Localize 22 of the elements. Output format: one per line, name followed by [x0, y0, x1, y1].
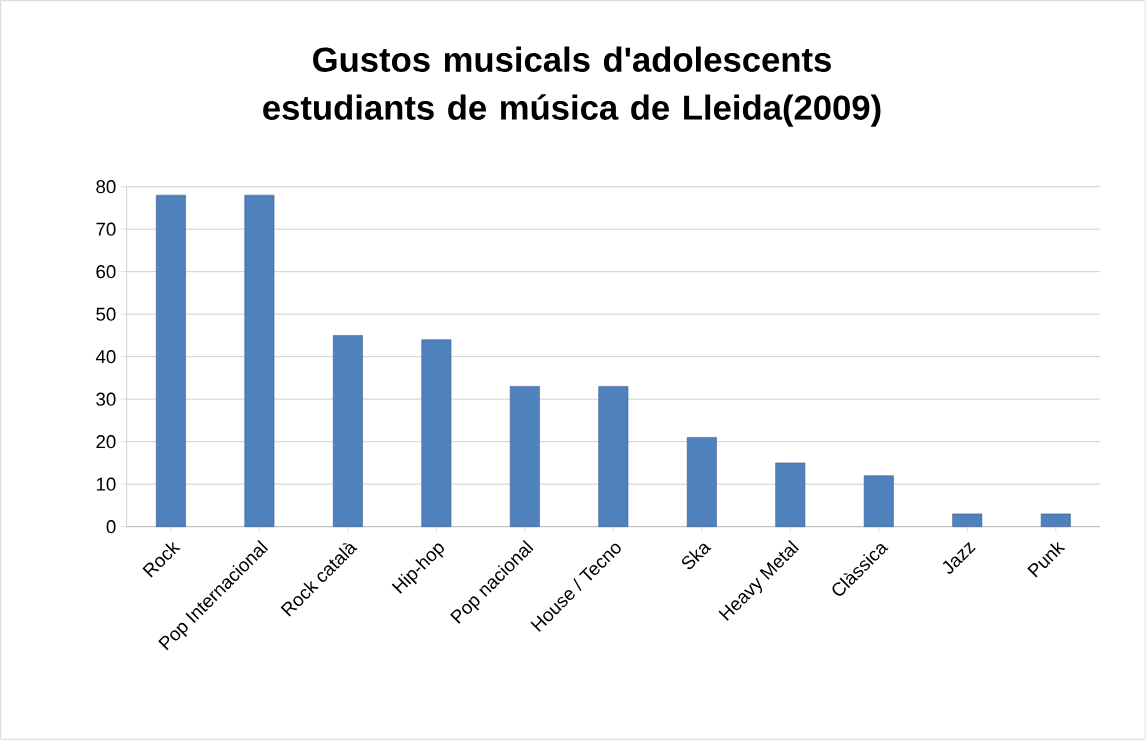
x-tick-label: Ska: [681, 543, 712, 570]
bar: [1040, 513, 1071, 527]
y-tick-label: 50: [96, 307, 116, 321]
bar: [421, 339, 452, 527]
y-tick-label: 0: [106, 520, 116, 534]
bar: [332, 335, 363, 527]
y-tick-label: 70: [96, 222, 116, 236]
bar: [863, 475, 894, 527]
bar: [155, 194, 186, 527]
bar: [509, 386, 540, 527]
y-tick-label: 80: [96, 180, 116, 194]
y-tick-label: 10: [96, 477, 116, 491]
y-tick-label: 30: [96, 392, 116, 406]
y-tick-label: 20: [96, 435, 116, 449]
chart-title: Gustos musicals d'adolescents estudiants de música de Lleida(2009): [263, 46, 881, 127]
bar: [244, 194, 275, 527]
bar: [686, 437, 717, 527]
y-tick-label: 60: [96, 265, 116, 279]
bar: [952, 513, 983, 527]
bar: [775, 462, 806, 527]
bar: [598, 386, 629, 527]
y-tick-label: 40: [95, 350, 116, 364]
